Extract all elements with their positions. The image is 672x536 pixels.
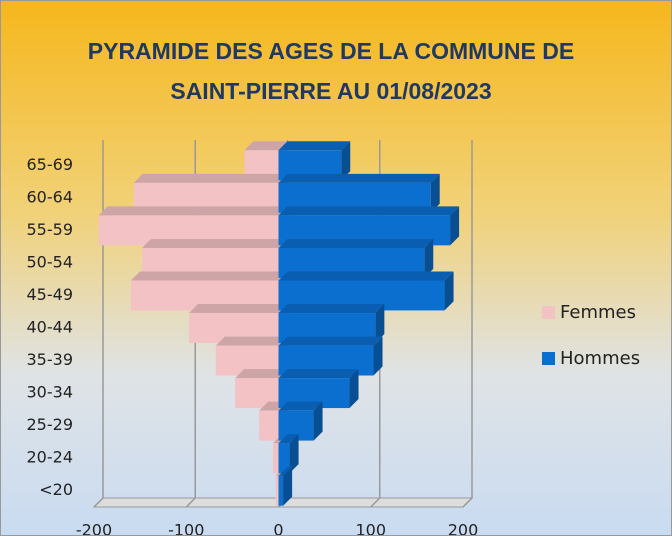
chart-title: PYRAMIDE DES AGES DE LA COMMUNE DE SAINT…	[87, 38, 575, 104]
x-tick-label: 200	[448, 521, 479, 536]
bar-side	[444, 271, 454, 311]
x-tick-label: -200	[76, 521, 112, 536]
bar-top	[141, 238, 288, 248]
grid-line	[462, 140, 473, 508]
bar-top	[278, 141, 351, 151]
legend-label: Hommes	[560, 348, 640, 369]
x-tick-label: -100	[168, 521, 204, 536]
bar-top	[278, 434, 299, 444]
bar-top	[278, 304, 385, 314]
x-tick-label: 0	[273, 521, 283, 536]
bar	[278, 475, 284, 506]
bar-top	[98, 206, 288, 216]
x-tick-label: 100	[355, 521, 386, 536]
y-tick-label: 60-64	[27, 187, 74, 206]
bar-top	[278, 238, 434, 248]
y-tick-label: 50-54	[27, 252, 74, 271]
bar-top	[278, 173, 440, 183]
bar-side	[289, 434, 299, 474]
y-tick-label: 40-44	[27, 318, 74, 337]
bar-top	[189, 304, 288, 314]
bar-side	[349, 369, 359, 409]
bar-top	[278, 466, 293, 476]
bar-top	[278, 369, 359, 379]
bar-side	[450, 206, 460, 246]
y-tick-label: 65-69	[27, 155, 74, 174]
y-tick-label: 45-49	[27, 285, 74, 304]
y-tick-label: 25-29	[27, 415, 74, 434]
bar-top	[278, 336, 383, 346]
bar	[275, 475, 279, 506]
legend-label: Femmes	[560, 302, 636, 323]
bar-top	[133, 173, 288, 183]
legend-swatch	[542, 306, 555, 319]
bar-side	[430, 173, 440, 213]
legend-swatch	[542, 352, 555, 365]
grid-line	[93, 140, 104, 508]
bar-top	[235, 369, 288, 379]
bar-side	[424, 238, 434, 278]
y-tick-label: <20	[39, 480, 73, 499]
bar-side	[341, 141, 351, 181]
bar-top	[278, 271, 454, 281]
bar	[272, 443, 279, 474]
bar-top	[278, 206, 460, 216]
y-tick-label: 20-24	[27, 448, 74, 467]
bar-top	[215, 336, 288, 346]
y-tick-label: 30-34	[27, 383, 74, 402]
bar-side	[373, 336, 383, 376]
y-tick-label: 35-39	[27, 350, 74, 369]
bar	[278, 443, 290, 474]
bar	[259, 410, 279, 441]
y-tick-label: 55-59	[27, 220, 74, 239]
bar-side	[313, 401, 323, 441]
bar-top	[278, 401, 323, 411]
bar-side	[375, 304, 385, 343]
bar-side	[283, 466, 293, 506]
bar-top	[130, 271, 288, 281]
bar-top	[244, 141, 288, 151]
